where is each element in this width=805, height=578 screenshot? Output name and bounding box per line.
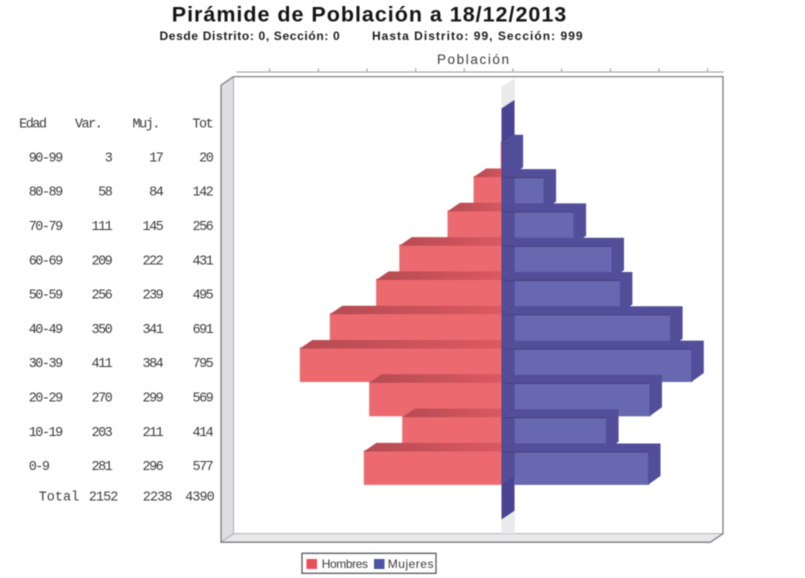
svg-text:414: 414 [192,426,213,441]
svg-text:384: 384 [142,357,163,372]
svg-text:281: 281 [91,460,112,475]
svg-text:Tot: Tot [192,117,212,132]
svg-text:Hasta Distrito: 99, Sección: 9: Hasta Distrito: 99, Sección: 999 [372,29,584,43]
svg-text:70-79: 70-79 [29,220,63,235]
svg-text:495: 495 [192,289,213,304]
svg-text:Población: Población [437,52,511,67]
svg-text:256: 256 [192,220,213,235]
svg-text:10-19: 10-19 [29,426,63,441]
svg-text:58: 58 [98,186,113,201]
svg-text:299: 299 [142,392,163,407]
svg-text:2152: 2152 [89,491,119,506]
svg-text:2238: 2238 [143,491,173,506]
svg-text:411: 411 [91,357,112,372]
svg-text:256: 256 [91,289,112,304]
svg-text:569: 569 [192,392,213,407]
svg-text:203: 203 [91,426,112,441]
svg-text:Muj.: Muj. [132,117,158,132]
svg-text:84: 84 [149,186,164,201]
svg-text:Total: Total [39,491,80,506]
svg-text:795: 795 [192,357,213,372]
svg-text:Hombres: Hombres [322,557,368,571]
svg-text:341: 341 [142,323,163,338]
svg-text:239: 239 [142,289,163,304]
svg-text:3: 3 [105,151,113,166]
svg-text:111: 111 [91,220,112,235]
svg-text:80-89: 80-89 [29,186,63,201]
svg-text:0-9: 0-9 [29,460,50,475]
svg-text:17: 17 [149,151,164,166]
svg-text:145: 145 [142,220,163,235]
svg-text:296: 296 [142,460,163,475]
svg-text:Var.: Var. [75,117,101,132]
svg-text:Desde Distrito: 0, Sección: 0: Desde Distrito: 0, Sección: 0 [159,29,340,43]
svg-text:222: 222 [142,254,163,269]
svg-text:40-49: 40-49 [29,323,63,338]
svg-text:50-59: 50-59 [29,289,63,304]
svg-text:20: 20 [199,151,214,166]
svg-text:577: 577 [192,460,213,475]
svg-text:20-29: 20-29 [29,392,63,407]
svg-text:431: 431 [192,254,213,269]
svg-text:Pirámide de Población a 18/12/: Pirámide de Población a 18/12/2013 [172,3,567,27]
svg-text:142: 142 [192,186,213,201]
svg-text:90-99: 90-99 [29,151,63,166]
svg-text:209: 209 [91,254,112,269]
svg-text:30-39: 30-39 [29,357,63,372]
svg-text:Edad: Edad [19,117,46,132]
svg-text:4390: 4390 [185,491,215,506]
svg-text:211: 211 [142,426,163,441]
svg-text:350: 350 [91,323,112,338]
svg-text:270: 270 [91,392,112,407]
svg-text:Mujeres: Mujeres [388,557,434,571]
svg-text:691: 691 [192,323,213,338]
svg-text:60-69: 60-69 [29,254,63,269]
